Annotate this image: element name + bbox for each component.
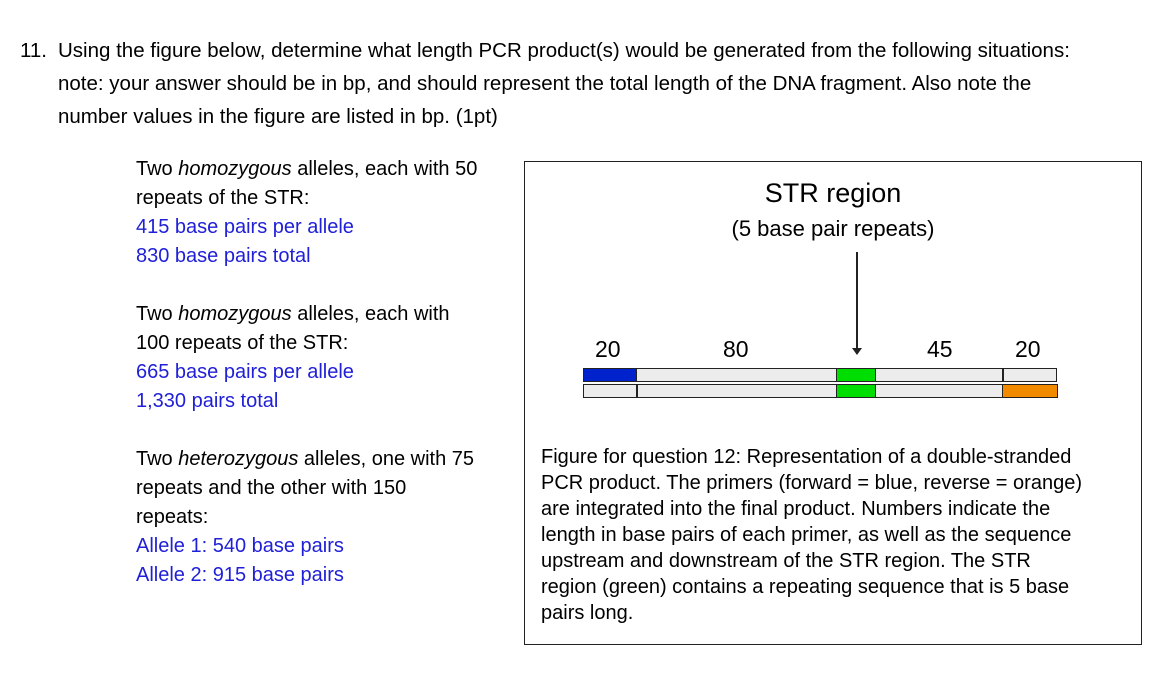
figure-box: STR region (5 base pair repeats) 20 80 4… <box>524 161 1142 645</box>
answer-block-2: Two homozygous alleles, each with 100 re… <box>136 300 516 416</box>
str-segment-top <box>836 367 876 382</box>
answers-column: Two homozygous alleles, each with 50 rep… <box>136 155 516 619</box>
label-upstream-length: 80 <box>723 336 749 362</box>
answer-2-value-2: 1,330 pairs total <box>136 390 279 412</box>
caption-line-2: PCR product. The primers (forward = blue… <box>541 472 1082 494</box>
answer-1-value-1: 415 base pairs per allele <box>136 216 354 238</box>
question-line-2: note: your answer should be in bp, and s… <box>58 72 1032 95</box>
answer-1-prompt-line2: repeats of the STR: <box>136 187 310 209</box>
answer-3-value-2: Allele 2: 915 base pairs <box>136 564 344 586</box>
answer-3-prompt-emph: heterozygous <box>178 448 299 470</box>
answer-1-value-2: 830 base pairs total <box>136 245 311 267</box>
label-downstream-length: 45 <box>927 336 953 362</box>
answer-3-prompt-line2: repeats and the other with 150 <box>136 477 407 499</box>
question-block: 11. Using the figure below, determine wh… <box>20 34 1160 133</box>
answer-2-prompt-line2: 100 repeats of the STR: <box>136 332 349 354</box>
answer-1-prompt-b: alleles, each with 50 <box>291 158 478 180</box>
question-number: 11. <box>20 39 47 62</box>
caption-line-6: region (green) contains a repeating sequ… <box>541 576 1070 598</box>
dna-strand-bottom <box>583 383 1058 398</box>
question-line-1: Using the figure below, determine what l… <box>58 39 1070 62</box>
answer-3-prompt-b: alleles, one with 75 <box>298 448 474 470</box>
answer-3-value-1: Allele 1: 540 base pairs <box>136 535 344 557</box>
answer-2-prompt: Two homozygous alleles, each with <box>136 300 516 329</box>
label-forward-primer-length: 20 <box>595 336 621 362</box>
figure-caption: Figure for question 12: Representation o… <box>541 444 1133 626</box>
answer-block-3: Two heterozygous alleles, one with 75 re… <box>136 445 516 590</box>
label-reverse-primer-length: 20 <box>1015 336 1041 362</box>
forward-primer-segment <box>582 367 637 382</box>
question-text: Using the figure below, determine what l… <box>58 34 1160 133</box>
str-segment-bottom <box>836 383 876 398</box>
figure-title: STR region <box>764 178 902 208</box>
answer-1-prompt: Two homozygous alleles, each with 50 <box>136 155 516 184</box>
answer-2-prompt-b: alleles, each with <box>291 303 450 325</box>
strand-top-divider <box>1002 367 1004 382</box>
answer-3-prompt-line3: repeats: <box>136 506 209 528</box>
str-arrow-head <box>852 348 862 355</box>
answer-3-prompt-a: Two <box>136 448 179 470</box>
dna-strand-top <box>582 367 1057 382</box>
caption-line-1: Figure for question 12: Representation o… <box>541 446 1072 468</box>
caption-line-5: upstream and downstream of the STR regio… <box>541 550 1031 572</box>
answer-2-prompt-emph: homozygous <box>178 303 292 325</box>
caption-line-7: pairs long. <box>541 602 634 624</box>
figure-subtitle: (5 base pair repeats) <box>731 216 935 241</box>
reverse-primer-segment <box>1002 383 1058 398</box>
str-arrow-line <box>856 252 858 350</box>
answer-2-value-1: 665 base pairs per allele <box>136 361 354 383</box>
strand-bottom-divider-1 <box>636 383 638 398</box>
answer-3-prompt: Two heterozygous alleles, one with 75 <box>136 445 516 474</box>
answer-1-prompt-emph: homozygous <box>178 158 292 180</box>
caption-line-3: are integrated into the final product. N… <box>541 498 1051 520</box>
answer-1-prompt-a: Two <box>136 158 179 180</box>
question-line-3: number values in the figure are listed i… <box>58 105 498 128</box>
answer-2-prompt-a: Two <box>136 303 179 325</box>
answer-block-1: Two homozygous alleles, each with 50 rep… <box>136 155 516 271</box>
caption-line-4: length in base pairs of each primer, as … <box>541 524 1072 546</box>
